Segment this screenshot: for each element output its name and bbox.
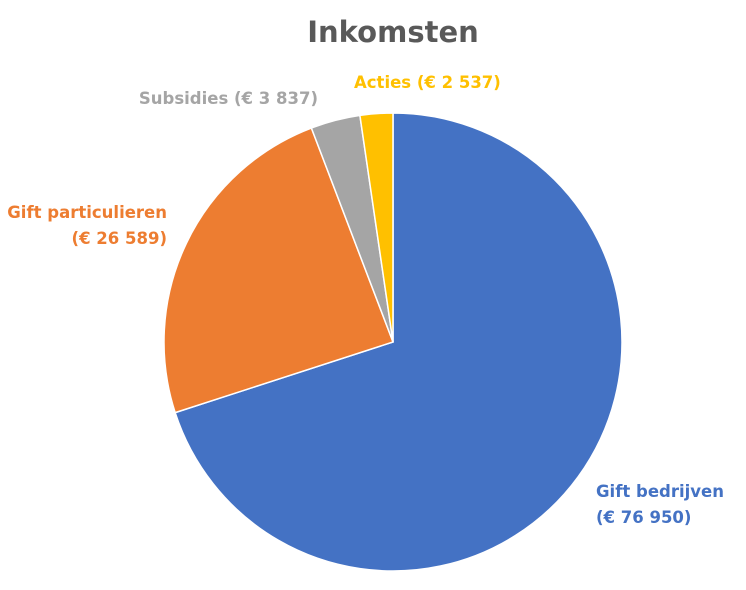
pie-slice-gift-bedrijven xyxy=(174,112,623,572)
pie-slice-gift-particulieren xyxy=(163,127,394,414)
pie-slices xyxy=(163,112,623,572)
chart-title: Inkomsten xyxy=(307,15,479,49)
data-label-acties: Acties (€ 2 537) xyxy=(354,73,501,92)
pie-labels: Gift bedrijven (€ 76 950) Gift particulier… xyxy=(7,73,724,527)
pie-slice-acties xyxy=(359,112,394,343)
data-label-gift-particulieren: Gift particulieren (€ 26 589) xyxy=(7,203,167,248)
data-label-gift-bedrijven: Gift bedrijven (€ 76 950) xyxy=(596,482,724,527)
data-label-subsidies: Subsidies (€ 3 837) xyxy=(139,89,318,108)
